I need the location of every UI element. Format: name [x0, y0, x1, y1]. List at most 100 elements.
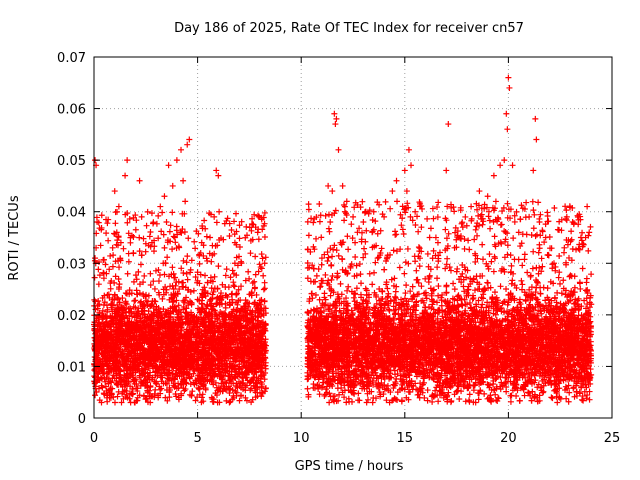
data-point	[91, 274, 98, 281]
data-point	[131, 298, 138, 305]
data-point	[95, 281, 102, 288]
data-point	[167, 222, 174, 229]
data-points	[91, 74, 595, 406]
data-point	[435, 283, 442, 290]
data-point	[110, 252, 117, 259]
chart-title: Day 186 of 2025, Rate Of TEC Index for r…	[174, 21, 524, 36]
data-point	[147, 270, 154, 277]
data-point	[236, 235, 243, 242]
data-point	[103, 230, 110, 237]
data-point	[388, 276, 395, 283]
data-point	[544, 285, 551, 292]
data-point	[125, 250, 132, 257]
data-point	[199, 391, 206, 398]
data-point	[313, 272, 320, 279]
data-point	[143, 222, 150, 229]
data-point	[164, 254, 171, 261]
data-point	[169, 246, 176, 253]
data-point	[184, 276, 191, 283]
data-point	[159, 295, 166, 302]
data-point	[464, 286, 471, 293]
data-point	[122, 290, 129, 297]
data-point	[183, 259, 190, 266]
data-point	[99, 384, 106, 391]
data-point	[248, 385, 255, 392]
data-point	[111, 399, 118, 406]
data-point	[144, 208, 151, 215]
data-point	[166, 228, 173, 235]
data-point	[327, 292, 334, 299]
data-point	[112, 209, 119, 216]
data-point	[252, 271, 259, 278]
data-point	[466, 391, 473, 398]
data-point	[215, 263, 222, 270]
data-point	[229, 290, 236, 297]
data-point	[130, 234, 137, 241]
data-point	[208, 258, 215, 265]
data-point	[337, 280, 344, 287]
data-point	[160, 306, 167, 313]
data-point	[183, 270, 190, 277]
data-point	[116, 264, 123, 271]
data-point	[371, 269, 378, 276]
data-point	[190, 287, 197, 294]
data-point	[588, 271, 595, 278]
data-point	[120, 245, 127, 252]
data-point	[202, 225, 209, 232]
data-point	[202, 272, 208, 279]
data-point	[105, 291, 112, 298]
data-point	[229, 267, 236, 274]
data-point	[192, 245, 199, 252]
data-point	[245, 268, 252, 275]
data-point	[434, 264, 441, 271]
data-point	[152, 386, 159, 393]
data-point	[136, 234, 143, 241]
data-point	[155, 212, 162, 219]
data-point	[213, 219, 220, 226]
data-point	[261, 209, 268, 216]
data-point	[447, 267, 454, 274]
data-point	[231, 283, 238, 290]
data-point	[146, 233, 153, 240]
data-point	[192, 397, 199, 404]
data-point	[216, 208, 223, 215]
data-point	[148, 210, 155, 217]
data-point	[115, 296, 122, 303]
data-point	[142, 248, 149, 255]
data-point	[260, 286, 267, 293]
data-point	[381, 266, 388, 273]
data-point	[261, 234, 268, 241]
data-point	[145, 292, 152, 299]
data-point	[201, 217, 208, 224]
data-point	[127, 239, 134, 246]
data-point	[258, 251, 265, 258]
data-point	[363, 399, 370, 406]
data-point	[529, 265, 536, 272]
data-point	[105, 237, 112, 244]
data-point	[137, 299, 144, 306]
data-point	[127, 305, 134, 312]
data-point	[392, 293, 399, 300]
data-point	[188, 392, 195, 399]
data-point	[549, 395, 556, 402]
data-point	[416, 263, 423, 270]
data-point	[230, 279, 237, 286]
data-point	[124, 270, 131, 277]
data-point	[252, 253, 259, 260]
data-point	[116, 281, 123, 288]
data-point	[191, 238, 198, 245]
data-point	[150, 248, 157, 255]
data-point	[159, 209, 166, 216]
data-point	[132, 226, 139, 233]
data-point	[161, 244, 168, 251]
data-point	[112, 220, 119, 227]
data-point	[180, 257, 187, 264]
data-point	[261, 279, 268, 286]
data-point	[137, 261, 144, 268]
data-point	[226, 399, 233, 406]
data-point	[398, 398, 405, 405]
data-point	[172, 274, 179, 281]
data-point	[518, 277, 525, 284]
data-point	[141, 272, 148, 279]
data-point	[101, 299, 108, 306]
